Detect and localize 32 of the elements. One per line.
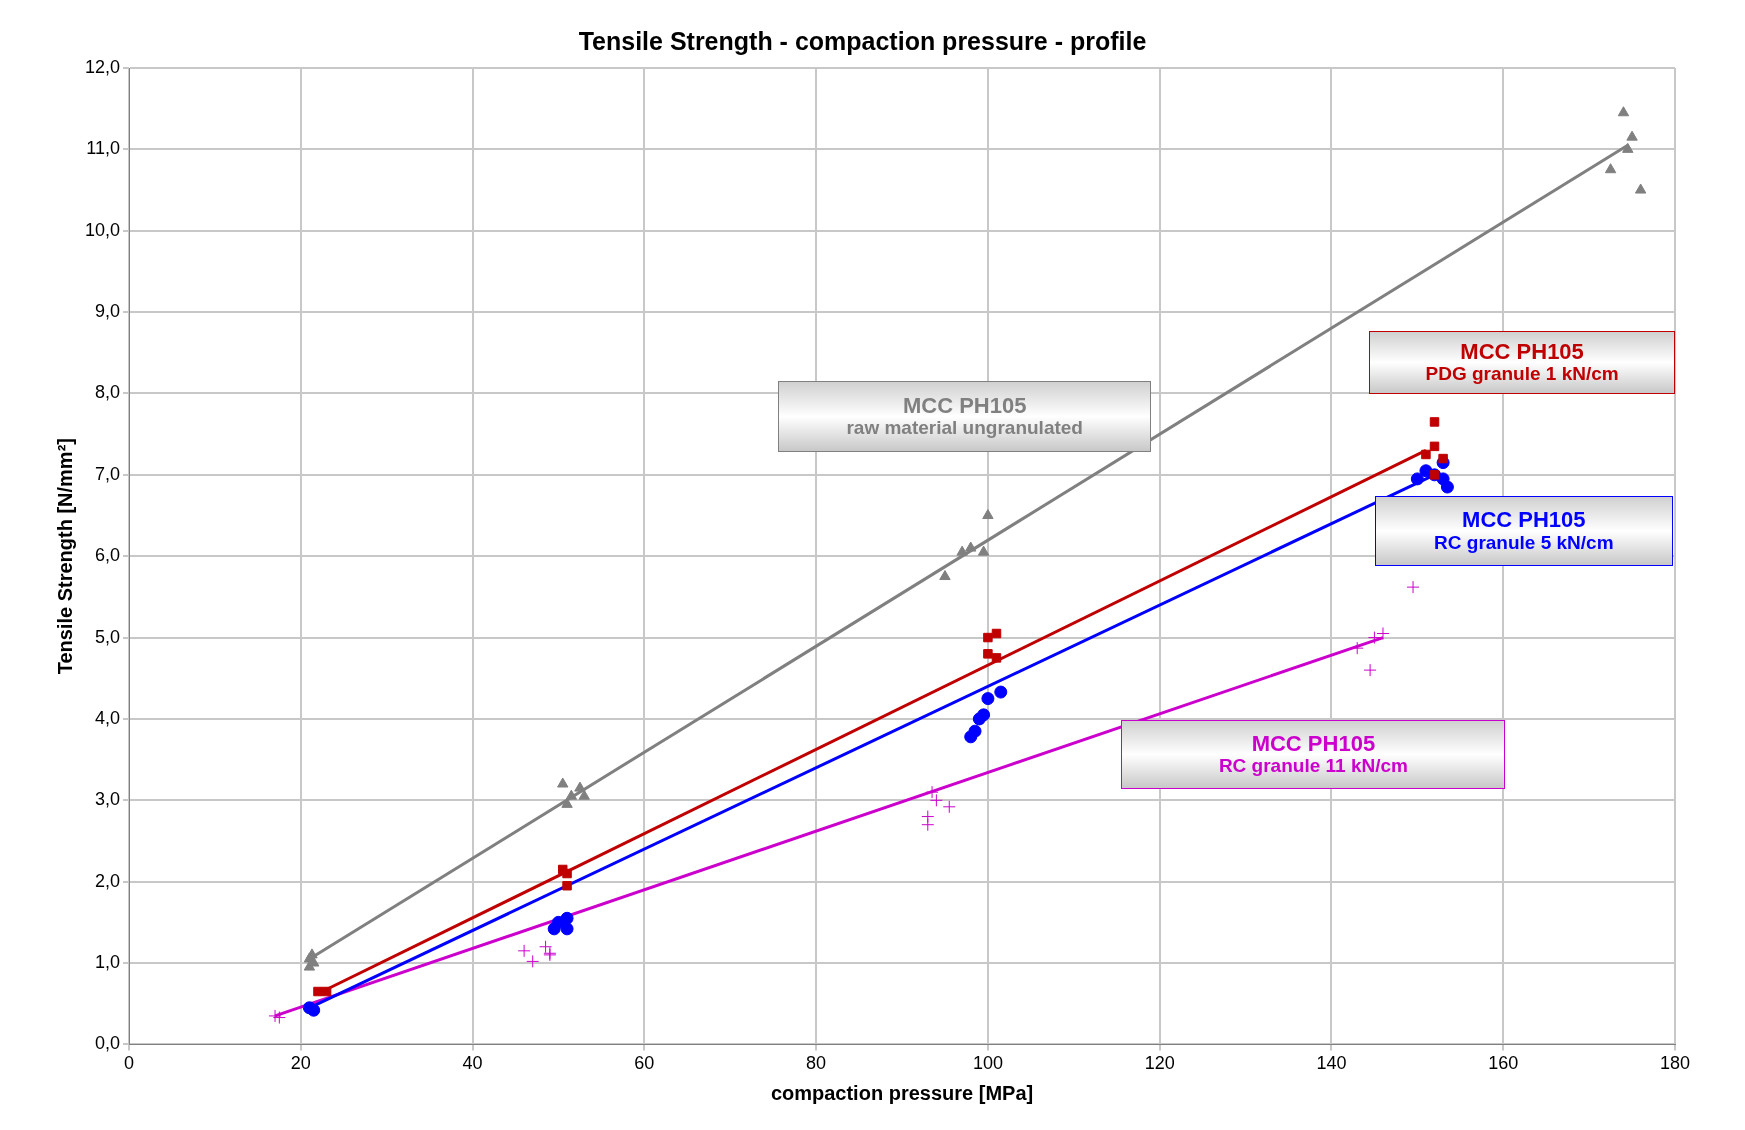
y-tick-label: 7,0	[95, 463, 121, 484]
y-tick-label: 11,0	[86, 138, 121, 159]
x-tick-label: 80	[806, 1053, 827, 1074]
x-tick-label: 60	[634, 1053, 655, 1074]
x-tick-label: 120	[1144, 1053, 1175, 1074]
y-tick-label: 10,0	[84, 219, 121, 240]
chart-title: Tensile Strength - compaction pressure - profile	[578, 26, 1147, 55]
x-tick-label: 160	[1488, 1053, 1519, 1074]
y-axis-title: Tensile Strength [N/mm²]	[53, 438, 76, 675]
label-box: MCC PH105 RC granule 11 kN/cm	[1121, 720, 1506, 790]
y-tick-label: 1,0	[95, 952, 121, 972]
label-box: MCC PH105 PDG granule 1 kN/cm	[1369, 331, 1676, 395]
y-tick-label: 3,0	[95, 789, 121, 810]
y-tick-label: 12,0	[84, 56, 121, 77]
y-tick-label: 2,0	[95, 870, 121, 891]
y-tick-label: 9,0	[95, 301, 121, 322]
y-tick-label: 0,0	[95, 1033, 121, 1054]
x-tick-label: 180	[1659, 1053, 1691, 1074]
series-label: MCC PH105 PDG granule 1 kN/cm	[1424, 339, 1620, 386]
x-axis-title: compaction pressure [MPa]	[770, 1081, 1034, 1104]
y-tick-label: 5,0	[95, 626, 121, 647]
label-box: MCC PH105 RC granule 5 kN/cm	[1374, 495, 1673, 566]
x-tick-label: 100	[972, 1053, 1003, 1074]
label-box: MCC PH105 raw material ungranulated	[778, 380, 1152, 452]
y-tick-label: 6,0	[95, 545, 121, 566]
y-tick-label: 4,0	[95, 707, 121, 728]
x-tick-label: 140	[1316, 1053, 1347, 1074]
x-tick-label: 40	[462, 1053, 483, 1074]
series-label: MCC PH105 RC granule 5 kN/cm	[1433, 507, 1615, 554]
x-tick-label: 20	[290, 1053, 311, 1074]
x-tick-label: 0	[124, 1053, 135, 1074]
y-tick-label: 8,0	[95, 382, 121, 403]
